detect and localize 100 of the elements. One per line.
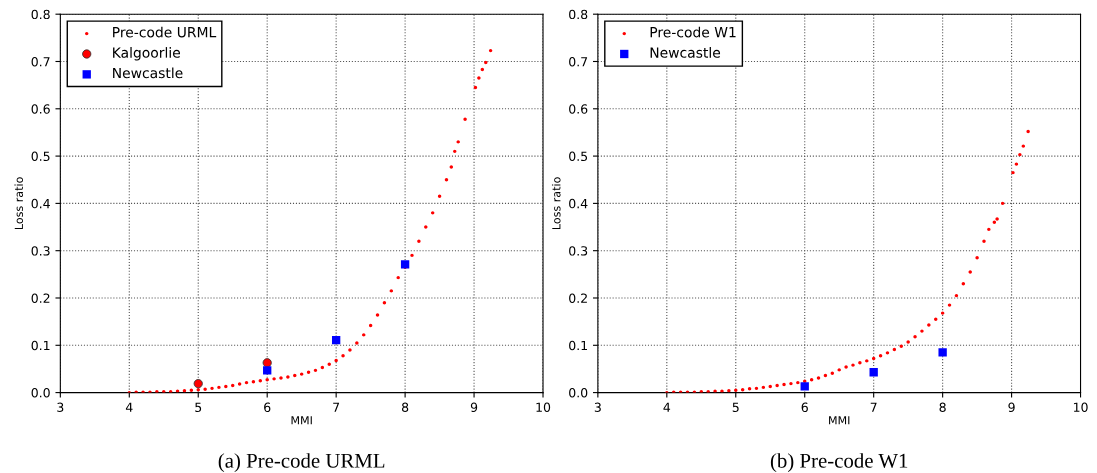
legend-label: Pre-code URML bbox=[113, 26, 217, 38]
y-tick-label: 0.6 bbox=[31, 104, 50, 114]
x-tick-label: 8 bbox=[401, 402, 409, 412]
legend-label: Pre-code W1 bbox=[650, 26, 736, 38]
point bbox=[313, 368, 318, 373]
x-tick-label: 6 bbox=[264, 402, 271, 412]
y-tick-label: 0.5 bbox=[31, 151, 50, 162]
text: (b) Pre-code W1 bbox=[770, 453, 908, 473]
point bbox=[306, 370, 311, 374]
point bbox=[251, 380, 256, 384]
point bbox=[348, 348, 352, 352]
point bbox=[987, 227, 991, 232]
y-tick-label: 0.8 bbox=[569, 9, 588, 20]
point bbox=[488, 48, 493, 53]
y-tick-label: 0.7 bbox=[569, 56, 588, 67]
point bbox=[954, 293, 959, 298]
point bbox=[975, 256, 979, 260]
x-tick-label: 9 bbox=[470, 402, 478, 412]
x-tick-label: 5 bbox=[732, 402, 739, 412]
point bbox=[800, 382, 809, 391]
point bbox=[400, 260, 410, 269]
point bbox=[444, 178, 449, 182]
x-tick-label: 3 bbox=[57, 402, 64, 412]
y-tick-label: 0.5 bbox=[569, 151, 588, 162]
point bbox=[456, 140, 460, 144]
point bbox=[417, 239, 421, 243]
point bbox=[851, 363, 855, 367]
y-tick-label: 0.8 bbox=[31, 9, 50, 20]
point bbox=[299, 372, 304, 376]
x-tick-label: 10 bbox=[536, 402, 551, 412]
point bbox=[768, 384, 772, 389]
y-tick-label: 0.6 bbox=[569, 104, 588, 114]
point bbox=[878, 353, 883, 358]
y-tick-label: 0.0 bbox=[31, 388, 50, 398]
point bbox=[477, 76, 481, 80]
point bbox=[1000, 201, 1005, 206]
point bbox=[224, 384, 228, 389]
point bbox=[1021, 144, 1026, 148]
point bbox=[263, 366, 272, 375]
point bbox=[844, 365, 848, 369]
point bbox=[982, 239, 986, 243]
point bbox=[1014, 162, 1019, 166]
x-axis-title: MMI bbox=[291, 416, 312, 425]
point bbox=[355, 341, 359, 345]
y-tick-label: 0.4 bbox=[569, 198, 588, 209]
y-tick-label: 0.1 bbox=[569, 340, 587, 351]
y-tick-label: 0.2 bbox=[569, 293, 587, 303]
point bbox=[449, 165, 454, 169]
point bbox=[995, 217, 999, 221]
y-tick-label: 0.3 bbox=[569, 246, 588, 256]
x-tick-label: 3 bbox=[594, 402, 601, 412]
y-tick-label: 0.1 bbox=[31, 340, 50, 351]
point bbox=[320, 365, 325, 370]
y-tick-label: 0.2 bbox=[31, 293, 50, 303]
legend-label: Kalgoorlie bbox=[113, 47, 180, 61]
point bbox=[244, 380, 249, 385]
point bbox=[869, 368, 878, 377]
point bbox=[217, 385, 221, 390]
x-tick-label: 5 bbox=[195, 402, 202, 412]
point bbox=[906, 340, 910, 344]
point bbox=[331, 335, 341, 345]
point bbox=[473, 85, 478, 90]
x-tick-label: 6 bbox=[801, 402, 808, 412]
point bbox=[182, 389, 187, 393]
point bbox=[968, 270, 972, 274]
x-tick-label: 7 bbox=[870, 402, 877, 412]
x-tick-label: 4 bbox=[663, 402, 671, 412]
point bbox=[892, 347, 897, 352]
x-tick-label: 4 bbox=[125, 402, 133, 412]
point bbox=[992, 220, 997, 225]
y-tick-label: 0.0 bbox=[569, 388, 588, 398]
point bbox=[927, 323, 931, 327]
point bbox=[279, 376, 283, 380]
point bbox=[885, 351, 890, 355]
point bbox=[823, 373, 828, 378]
point bbox=[727, 389, 731, 393]
point bbox=[362, 333, 366, 337]
point bbox=[920, 329, 924, 333]
point bbox=[837, 368, 841, 372]
x-tick-label: 7 bbox=[333, 402, 340, 412]
point bbox=[463, 117, 467, 121]
point bbox=[858, 361, 862, 365]
point bbox=[430, 211, 435, 215]
x-tick-label: 8 bbox=[939, 402, 946, 412]
legend-label: Newcastle bbox=[113, 67, 183, 79]
x-tick-label: 9 bbox=[1008, 402, 1015, 412]
point bbox=[865, 359, 869, 363]
point bbox=[913, 335, 917, 339]
x-axis-title: MMI bbox=[829, 416, 850, 425]
point bbox=[720, 389, 724, 393]
point bbox=[747, 387, 752, 391]
point bbox=[437, 194, 442, 198]
point bbox=[272, 377, 276, 381]
point bbox=[761, 385, 766, 390]
text: (a) Pre-code URML bbox=[218, 453, 385, 473]
point bbox=[871, 356, 876, 361]
y-axis-title: Loss ratio bbox=[14, 177, 24, 230]
point bbox=[382, 301, 387, 305]
point bbox=[389, 289, 394, 293]
y-tick-label: 0.4 bbox=[31, 198, 50, 209]
